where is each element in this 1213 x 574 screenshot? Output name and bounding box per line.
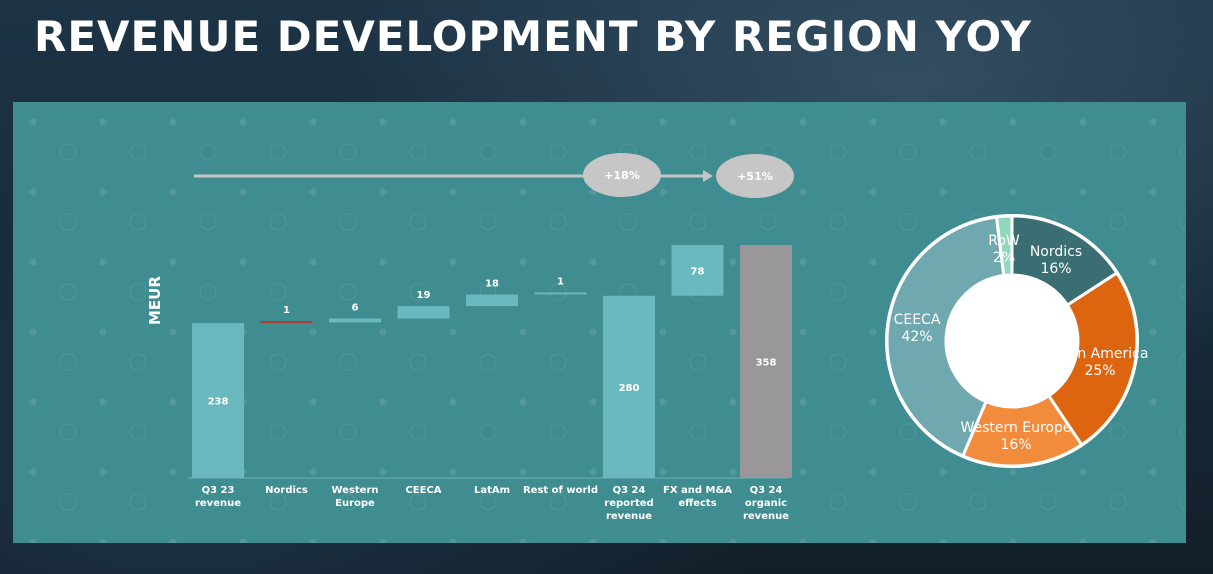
bar-3 [397, 306, 450, 319]
page-title: REVENUE DEVELOPMENT BY REGION YOY [34, 12, 1033, 61]
category-label-5: Rest of world [522, 485, 599, 496]
bar-4 [466, 294, 518, 307]
value-label-2: 6 [352, 303, 359, 314]
growth-label-1: +51% [737, 170, 773, 183]
slice-name-3: CEECA [894, 312, 941, 328]
category-label-6: Q3 24 reported revenue [604, 485, 654, 522]
donut-slice-1 [1046, 270, 1139, 447]
slice-name-0: Nordics [1030, 244, 1082, 260]
value-label-6: 280 [619, 383, 640, 394]
slice-percent-2: 16% [1000, 437, 1031, 453]
value-label-1: 1 [283, 305, 290, 316]
value-label-4: 18 [485, 278, 499, 289]
category-label-4: LatAm [473, 485, 511, 496]
value-label-3: 19 [417, 290, 431, 301]
value-label-5: 1 [557, 276, 564, 287]
bar-6 [603, 295, 655, 478]
slice-percent-0: 16% [1040, 261, 1071, 277]
category-label-8: Q3 24 organic revenue [742, 485, 790, 522]
growth-bubble-1 [716, 154, 794, 198]
value-label-7: 78 [691, 266, 705, 277]
bar-2 [329, 318, 381, 323]
category-label-3: CEECA [405, 485, 442, 496]
slice-percent-3: 42% [901, 329, 932, 345]
slice-percent-4: 2% [993, 250, 1015, 266]
slice-name-4: RoW [988, 233, 1020, 249]
bar-5 [534, 292, 587, 295]
donut-hole [947, 276, 1077, 406]
category-label-1: Nordics [265, 485, 308, 496]
slice-name-2: Western Europe [960, 420, 1071, 436]
value-label-0: 238 [208, 397, 229, 408]
slice-name-1: Latin America [1052, 346, 1149, 362]
bar-1 [260, 321, 313, 324]
bar-8 [740, 245, 792, 478]
category-label-0: Q3 23 revenue [194, 485, 242, 509]
donut-slice-4 [994, 214, 1014, 278]
bar-0 [192, 323, 244, 478]
growth-label-0: +18% [604, 169, 640, 182]
bar-7 [671, 245, 724, 296]
waterfall-chart: 238 1 6 19 18 1 280 78 358 +18% +51% [188, 153, 794, 479]
category-label-7: FX and M&A effects [663, 485, 732, 509]
donut-slice-3 [885, 215, 1006, 458]
growth-bubble-0 [583, 153, 661, 197]
growth-arrow-head [703, 170, 713, 182]
value-label-8: 358 [756, 358, 777, 369]
category-label-2: Western Europe [331, 485, 379, 509]
slice-percent-1: 25% [1084, 363, 1115, 379]
